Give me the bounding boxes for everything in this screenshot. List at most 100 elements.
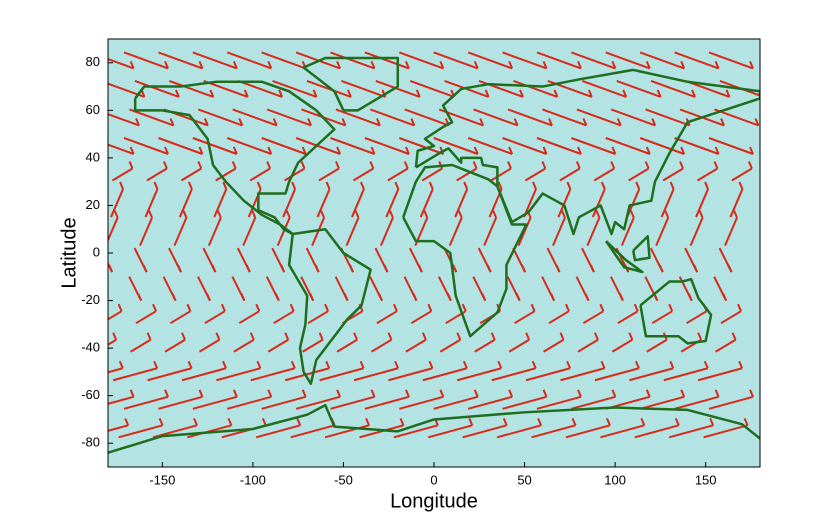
wind-barb [517, 217, 532, 246]
wind-barb [571, 51, 616, 70]
wind-barb-tick [542, 61, 548, 69]
wind-barb-tick [370, 61, 376, 69]
wind-barb-tick [240, 293, 246, 302]
wind-barb [370, 338, 392, 353]
wind-barb [364, 137, 410, 155]
wind-barb [586, 217, 601, 246]
wind-barb [571, 395, 616, 410]
wind-barb-tick [463, 181, 469, 190]
wind-barb [686, 310, 708, 325]
wind-barb-tick [152, 303, 157, 312]
wind-barb-tick [502, 417, 508, 426]
wind-barb-tick [599, 303, 605, 312]
wind-barb [180, 167, 202, 182]
wind-barb-tick [300, 161, 306, 169]
wind-barb [428, 424, 473, 439]
wind-barb [410, 310, 432, 325]
wind-barb-tick [733, 210, 738, 218]
wind-barb [398, 137, 444, 155]
wind-barb [388, 367, 433, 382]
wind-barb [123, 137, 169, 155]
wind-barb [439, 338, 461, 353]
wind-barb-tick [349, 264, 354, 273]
y-axis-label: Latitude [58, 217, 80, 288]
wind-barb-tick [446, 293, 452, 302]
wind-barb-tick [232, 146, 238, 155]
wind-barb [345, 217, 360, 246]
wind-barb-tick [314, 264, 320, 273]
wind-barb-tick [749, 146, 754, 155]
wind-barb [662, 167, 684, 182]
wind-barb [324, 424, 370, 439]
wind-barb-tick [124, 417, 130, 426]
wind-barb [112, 367, 158, 382]
wind-barb [467, 137, 513, 155]
x-tick-label: 0 [430, 472, 437, 487]
wind-barb [108, 143, 134, 155]
wind-barb [108, 217, 119, 243]
wind-barb [650, 79, 696, 98]
wind-barb [454, 188, 469, 218]
wind-barb-tick [680, 61, 686, 69]
wind-barb [272, 79, 317, 98]
wind-barb-tick [600, 181, 606, 190]
wind-barb-tick [704, 181, 709, 190]
wind-barb [198, 338, 220, 353]
wind-barb-tick [383, 264, 389, 273]
wind-barb [611, 338, 633, 353]
wind-barb-tick [473, 389, 479, 398]
wind-barb [405, 338, 427, 353]
wind-barb [158, 395, 203, 410]
wind-barb-tick [587, 89, 593, 98]
wind-barb-tick [197, 161, 203, 169]
y-tick-label: -80 [81, 435, 100, 450]
wind-barb-tick [113, 210, 119, 218]
wind-barb [255, 424, 301, 439]
wind-barb-tick [245, 264, 251, 273]
wind-barb-tick [347, 89, 352, 98]
wind-barb [123, 51, 169, 70]
wind-barb-tick [388, 210, 394, 218]
wind-barb-tick [387, 332, 393, 341]
coastline [414, 68, 760, 236]
wind-barb [144, 188, 159, 218]
wind-barb-tick [284, 332, 290, 341]
coastline [631, 235, 651, 262]
wind-barb [419, 188, 434, 218]
wind-barb [375, 79, 421, 98]
coastline [287, 227, 372, 386]
wind-barb [474, 338, 496, 353]
wind-barb [173, 217, 188, 246]
wind-barb-tick [376, 118, 381, 126]
y-tick-label: -60 [81, 387, 100, 402]
wind-barb-tick [606, 417, 611, 426]
wind-barb-tick [747, 161, 753, 169]
wind-barb [108, 367, 124, 374]
wind-barb [557, 188, 572, 218]
x-tick-label: -150 [149, 472, 175, 487]
wind-barb [433, 51, 479, 70]
wind-barb-tick [611, 61, 617, 69]
wind-barb-tick [645, 146, 651, 155]
wind-barb-tick [174, 89, 180, 98]
wind-barb-tick [324, 303, 330, 312]
wind-barb-tick [713, 161, 719, 169]
wind-barb-tick [222, 360, 227, 369]
wind-barb-tick [644, 161, 650, 169]
wind-barb-tick [164, 389, 169, 398]
wind-barb [295, 395, 341, 410]
wind-barb-tick [565, 303, 570, 312]
wind-barb [703, 424, 748, 439]
wind-barb-tick [714, 389, 720, 398]
wind-barb-tick [709, 417, 715, 426]
x-tick-label: 150 [695, 472, 717, 487]
wind-barb-tick [181, 332, 186, 341]
wind-barb [448, 217, 463, 246]
wind-barb [226, 51, 272, 70]
wind-barb-tick [336, 389, 342, 398]
wind-barb-tick [256, 360, 262, 369]
wind-barb [330, 51, 375, 70]
wind-barb-tick [129, 389, 135, 398]
wind-barb [523, 188, 537, 218]
wind-barb [226, 137, 272, 155]
